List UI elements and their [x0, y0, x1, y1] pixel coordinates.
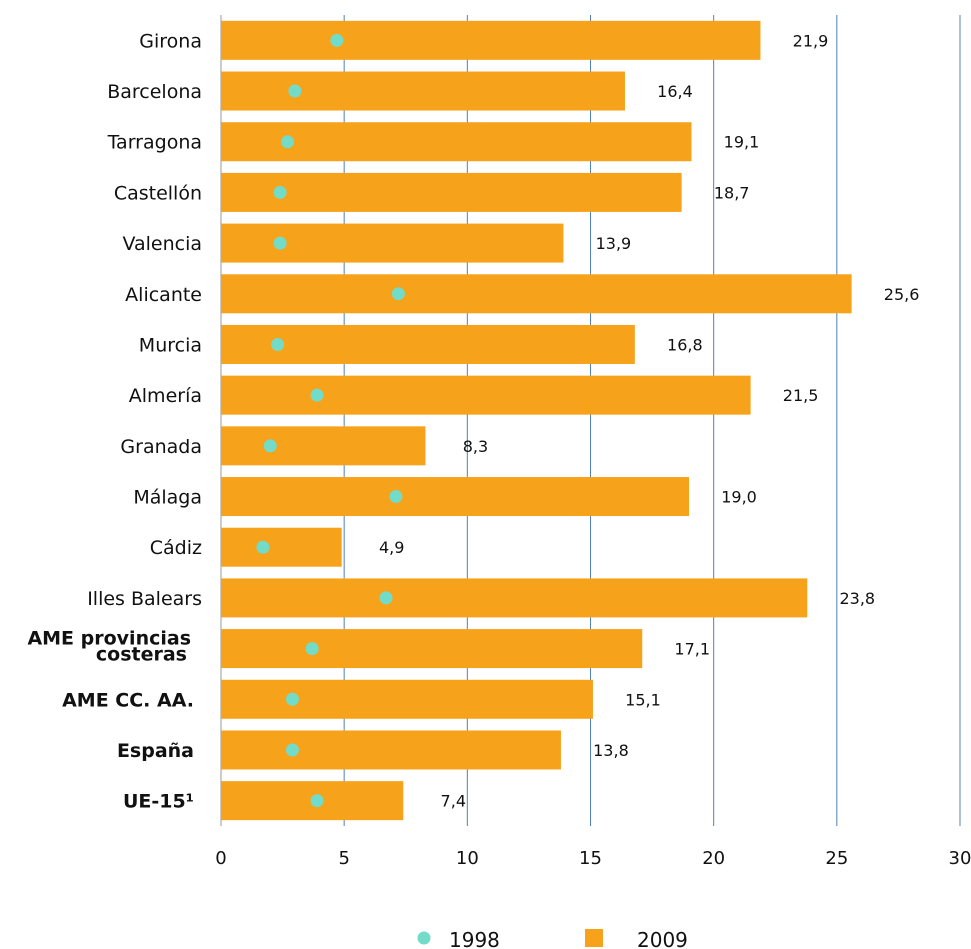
marker-1998	[330, 33, 344, 47]
bar-2009	[221, 375, 751, 415]
data-label: 19,1	[724, 133, 760, 152]
marker-1998	[288, 84, 302, 98]
bar-2009	[221, 426, 426, 466]
category-label: Girona	[139, 30, 202, 52]
bar-2009	[221, 629, 643, 669]
legend-marker-1998	[417, 931, 431, 945]
data-label: 19,0	[721, 488, 757, 507]
bar-2009	[221, 71, 625, 111]
data-label: 8,3	[463, 437, 488, 456]
data-label: 16,8	[667, 335, 703, 354]
x-tick-label: 30	[949, 848, 971, 869]
data-label: 21,9	[793, 31, 829, 50]
category-label: Almería	[129, 385, 202, 407]
marker-1998	[256, 540, 270, 554]
marker-1998	[310, 388, 324, 402]
category-label: España	[117, 740, 194, 762]
category-label: Castellón	[114, 182, 202, 204]
bar-2009	[221, 477, 690, 517]
data-label: 23,8	[839, 589, 875, 608]
data-label: 21,5	[783, 386, 819, 405]
marker-1998	[263, 439, 277, 453]
marker-1998	[285, 692, 299, 706]
category-label: Granada	[120, 436, 202, 458]
data-label: 15,1	[625, 690, 661, 709]
markers-1998	[256, 33, 405, 808]
legend: 1998 2009	[417, 928, 688, 949]
marker-1998	[285, 743, 299, 757]
marker-1998	[271, 337, 285, 351]
data-label: 4,9	[379, 538, 404, 557]
marker-1998	[281, 135, 295, 149]
bars-2009	[221, 20, 852, 821]
data-label: 17,1	[674, 640, 710, 659]
data-label: 25,6	[884, 285, 920, 304]
x-tick-label: 25	[825, 848, 848, 869]
x-tick-label: 5	[338, 848, 349, 869]
bar-2009	[221, 122, 692, 162]
category-label: UE-15¹	[123, 791, 194, 813]
marker-1998	[305, 642, 319, 656]
bar-2009	[221, 20, 761, 60]
data-label: 18,7	[714, 183, 750, 202]
category-label: Barcelona	[107, 81, 202, 103]
bar-2009	[221, 274, 852, 314]
bar-2009	[221, 172, 682, 212]
data-label: 13,8	[593, 741, 629, 760]
category-label: Valencia	[122, 233, 202, 255]
x-tick-label: 10	[456, 848, 479, 869]
category-label: Málaga	[133, 487, 202, 509]
data-labels: 21,9 16,4 19,1 18,7 13,9 25,6 16,8 21,5 8,3 19,0 4…	[379, 31, 919, 810]
x-axis-ticks: 0 5 10 15 20 25 30	[215, 848, 971, 869]
marker-1998	[273, 236, 287, 250]
legend-swatch-2009	[585, 929, 603, 947]
category-label: Illes Balears	[87, 588, 202, 610]
marker-1998	[389, 490, 403, 504]
bar-2009	[221, 730, 561, 770]
x-tick-label: 15	[579, 848, 602, 869]
x-tick-label: 0	[215, 848, 226, 869]
marker-1998	[379, 591, 393, 605]
bar-2009	[221, 223, 564, 263]
data-label: 13,9	[596, 234, 632, 253]
data-label: 7,4	[441, 792, 466, 811]
category-label: Murcia	[139, 334, 202, 356]
bar-2009	[221, 527, 342, 567]
legend-label-2009: 2009	[637, 928, 688, 949]
bar-2009	[221, 324, 635, 364]
category-label: AME provincias costeras	[27, 628, 191, 666]
legend-label-1998: 1998	[449, 928, 500, 949]
category-label: AME CC. AA.	[62, 689, 194, 711]
category-label: Tarragona	[107, 132, 202, 154]
category-label: Cádiz	[150, 537, 202, 559]
category-label: Alicante	[125, 284, 202, 306]
x-tick-label: 20	[702, 848, 725, 869]
marker-1998	[310, 794, 324, 808]
bar-2009	[221, 578, 808, 618]
marker-1998	[391, 287, 405, 301]
marker-1998	[273, 185, 287, 199]
category-labels: Girona Barcelona Tarragona Castellón Valenci…	[27, 30, 202, 812]
bar-2009	[221, 679, 593, 719]
data-label: 16,4	[657, 82, 693, 101]
